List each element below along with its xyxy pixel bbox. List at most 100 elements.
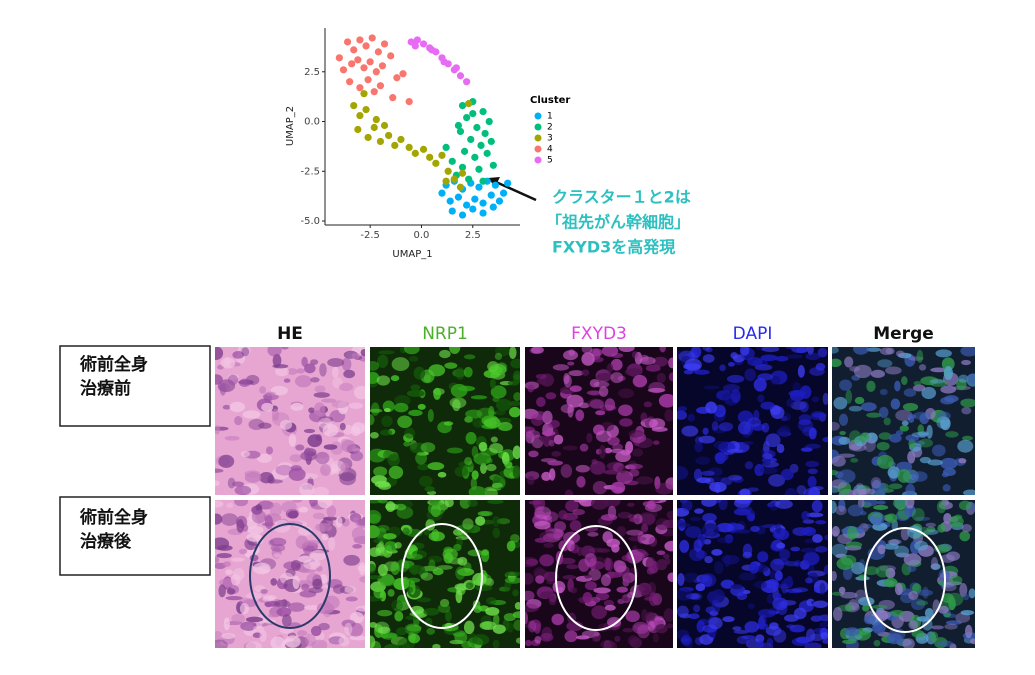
texture xyxy=(417,403,426,410)
texture xyxy=(406,389,425,398)
micrograph xyxy=(677,347,828,495)
texture xyxy=(652,440,660,445)
texture xyxy=(215,630,223,643)
x-tick-label: 2.5 xyxy=(465,230,481,241)
point xyxy=(411,149,419,157)
texture xyxy=(384,541,398,552)
texture xyxy=(925,522,936,528)
point xyxy=(444,167,452,175)
texture xyxy=(224,435,240,441)
texture xyxy=(701,523,720,537)
texture xyxy=(757,608,776,618)
texture xyxy=(272,364,289,369)
texture xyxy=(739,488,751,495)
texture xyxy=(271,408,280,421)
texture xyxy=(621,596,628,602)
column-header: HE xyxy=(277,324,303,344)
point xyxy=(446,197,454,205)
texture xyxy=(309,549,327,561)
texture xyxy=(323,444,338,450)
texture xyxy=(878,482,887,495)
texture xyxy=(773,629,787,643)
texture xyxy=(222,404,231,410)
texture xyxy=(770,406,785,419)
texture xyxy=(564,489,574,495)
texture xyxy=(260,588,268,594)
texture xyxy=(622,628,634,633)
legend-swatch xyxy=(534,134,542,142)
texture xyxy=(656,550,666,555)
legend-label: 5 xyxy=(547,156,553,166)
texture xyxy=(288,433,297,447)
texture xyxy=(246,592,263,601)
point xyxy=(489,161,497,169)
texture xyxy=(866,380,876,392)
texture xyxy=(750,525,760,533)
texture xyxy=(539,632,554,642)
texture xyxy=(747,417,762,427)
point xyxy=(350,102,358,110)
texture xyxy=(619,418,633,427)
texture xyxy=(370,575,383,580)
texture xyxy=(352,517,360,524)
texture xyxy=(492,527,501,539)
point xyxy=(479,209,487,217)
texture xyxy=(699,634,714,645)
texture xyxy=(940,457,958,470)
texture xyxy=(404,347,420,355)
y-tick-label: -2.5 xyxy=(300,166,320,177)
texture xyxy=(793,607,807,620)
texture xyxy=(281,501,297,513)
texture xyxy=(236,519,245,533)
texture xyxy=(866,347,882,352)
texture xyxy=(811,500,823,513)
texture xyxy=(592,480,608,495)
texture xyxy=(761,457,771,466)
texture xyxy=(581,347,593,354)
point xyxy=(450,175,458,183)
texture xyxy=(848,405,863,412)
texture xyxy=(960,347,975,357)
texture xyxy=(229,401,246,413)
texture xyxy=(308,587,323,594)
texture xyxy=(318,622,330,631)
texture xyxy=(377,524,390,532)
texture xyxy=(225,595,243,601)
texture xyxy=(943,612,951,618)
texture xyxy=(613,462,624,473)
point xyxy=(456,127,465,136)
texture xyxy=(604,447,612,454)
point xyxy=(442,177,450,185)
texture xyxy=(313,392,330,398)
texture xyxy=(858,596,875,607)
texture xyxy=(960,398,975,408)
texture xyxy=(321,533,329,541)
texture xyxy=(701,470,715,476)
texture xyxy=(423,607,440,616)
texture xyxy=(708,617,723,630)
texture xyxy=(795,347,809,354)
texture xyxy=(326,505,337,518)
texture xyxy=(402,578,415,589)
point xyxy=(469,109,477,118)
texture xyxy=(905,483,916,495)
texture xyxy=(565,500,579,512)
texture xyxy=(567,404,574,418)
texture xyxy=(785,354,803,359)
texture xyxy=(959,530,971,542)
texture xyxy=(844,356,854,368)
texture xyxy=(226,588,236,595)
texture xyxy=(789,390,805,402)
texture xyxy=(775,522,782,534)
point xyxy=(483,149,491,157)
point xyxy=(405,143,413,151)
texture xyxy=(536,396,546,408)
texture xyxy=(485,463,497,472)
texture xyxy=(381,632,398,639)
texture xyxy=(652,356,669,367)
texture xyxy=(807,468,818,475)
region-outline xyxy=(864,527,946,633)
texture xyxy=(428,559,436,572)
texture xyxy=(463,354,476,360)
texture xyxy=(948,596,956,611)
